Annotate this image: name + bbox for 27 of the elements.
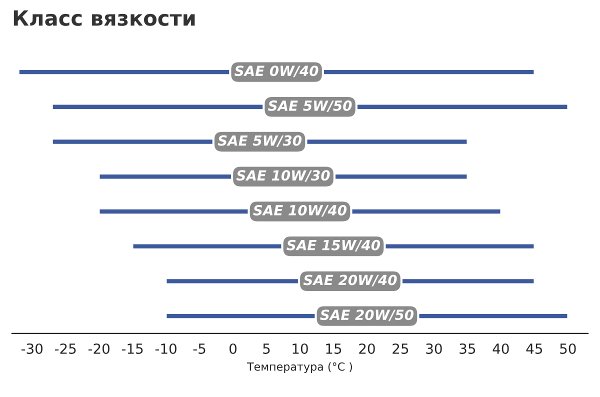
y-tick-label: SAE 10W/30 [236,170,330,182]
y-tick-label: SAE 20W/40 [303,274,397,286]
x-tick-label: -30 [21,343,43,354]
x-tick-label: -20 [88,343,110,354]
x-tick-label: 30 [426,343,442,354]
x-tick-label: 0 [230,343,237,354]
x-tick-label: -10 [155,343,176,354]
x-tick-label: -5 [193,344,206,354]
x-tick-label: 40 [492,343,509,354]
y-tick-label: SAE 15W/40 [286,240,380,252]
x-tick-label: -25 [54,343,76,354]
x-tick-label: -15 [122,344,143,354]
y-tick-label: SAE 20W/50 [320,310,414,322]
x-tick-label: 25 [392,343,408,354]
x-tick-label: 35 [460,343,476,354]
x-tick-label: 15 [326,344,342,354]
x-tick-label: 5 [263,344,270,354]
x-tick-label: 10 [292,343,308,354]
y-tick-label: SAE 10W/40 [253,205,347,217]
x-tick-label: 20 [359,343,375,354]
x-tick-label: 45 [526,344,542,354]
y-tick-label: SAE 0W/40 [234,66,318,78]
x-axis-title: Температура (°C ) [247,362,352,373]
chart-title: Класс вязкости [14,10,195,26]
y-tick-label: SAE 5W/30 [218,135,302,147]
y-tick-label: SAE 5W/50 [268,100,352,112]
x-tick-label: 50 [560,343,576,354]
